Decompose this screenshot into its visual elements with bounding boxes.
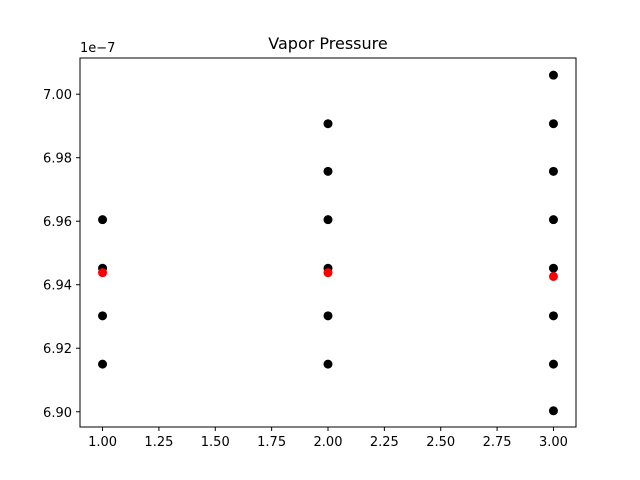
y-tick-label: 6.96: [43, 215, 72, 230]
data-point-black: [323, 166, 333, 176]
data-point-black: [323, 359, 333, 369]
data-point-black: [548, 70, 558, 80]
x-tick-label: 2.75: [483, 435, 512, 450]
data-point-red: [323, 268, 333, 278]
x-tick-label: 2.00: [314, 435, 343, 450]
data-point-black: [323, 119, 333, 129]
y-tick-label: 6.90: [43, 406, 72, 421]
x-tick-label: 1.75: [257, 435, 286, 450]
data-point-black: [548, 215, 558, 225]
data-point-black: [548, 119, 558, 129]
data-point-black: [548, 311, 558, 321]
data-point-black: [548, 166, 558, 176]
data-point-black: [323, 215, 333, 225]
y-tick-label: 7.00: [43, 88, 72, 103]
x-tick-label: 1.50: [201, 435, 230, 450]
data-point-red: [548, 271, 558, 281]
plot-frame: [79, 57, 577, 428]
y-tick-label: 6.92: [43, 342, 72, 357]
x-tick-label: 1.00: [88, 435, 117, 450]
data-point-black: [323, 311, 333, 321]
x-tick-label: 2.50: [426, 435, 455, 450]
data-point-black: [548, 359, 558, 369]
y-tick-label: 6.94: [43, 279, 72, 294]
data-point-black: [98, 359, 108, 369]
chart-title: Vapor Pressure: [268, 34, 387, 53]
data-point-black: [548, 263, 558, 273]
data-point-black: [98, 311, 108, 321]
x-tick-label: 3.00: [539, 435, 568, 450]
plot-marks: [98, 70, 558, 416]
y-tick-label: 6.98: [43, 152, 72, 167]
data-point-black: [98, 215, 108, 225]
data-point-black: [548, 406, 558, 416]
y-offset-label: 1e−7: [80, 41, 115, 56]
data-point-red: [98, 268, 108, 278]
x-tick-label: 2.25: [370, 435, 399, 450]
axis-ticks: 1.00 1.25 1.50 1.75 2.00 2.25 2.50 2.75 3.00 6.90…: [43, 88, 568, 450]
x-tick-label: 1.25: [144, 435, 173, 450]
